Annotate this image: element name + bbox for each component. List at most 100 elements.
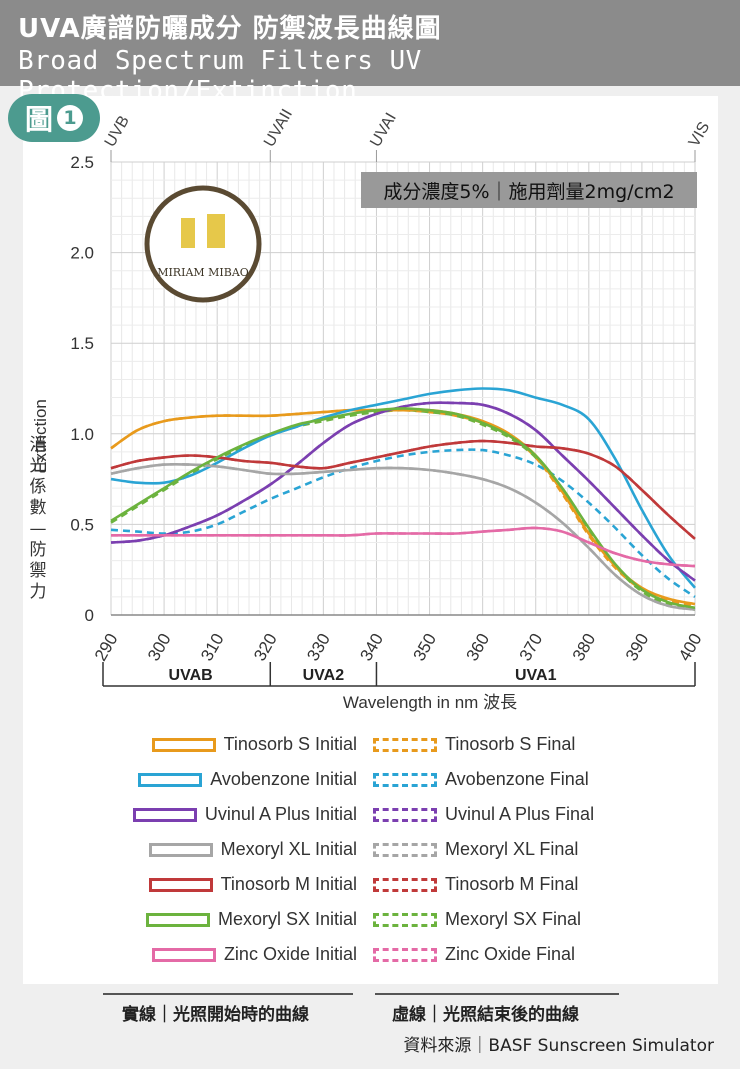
legend-item-initial: Mexoryl XL Initial <box>148 839 357 860</box>
legend-swatch-solid <box>145 912 210 927</box>
legend-item-final: Tinosorb S Final <box>373 734 575 755</box>
legend-label: Mexoryl SX Initial <box>217 909 357 929</box>
legend-label: Tinosorb M Initial <box>220 874 357 894</box>
legend-label: Tinosorb S Final <box>445 734 576 754</box>
series-line-tinosorb-m-initial <box>110 439 696 540</box>
legend-swatch-dashed <box>373 842 437 857</box>
band-label: UVA2 <box>303 667 345 684</box>
y-axis-label-zh-char: 係 <box>30 477 47 497</box>
wavelength-bands: UVAB UVA2 UVA1 <box>102 662 696 687</box>
figure-badge-text: 圖 <box>24 103 53 136</box>
y-tick-label: 1.5 <box>70 334 94 353</box>
legend-swatch-dashed <box>373 947 437 962</box>
legend-swatch-solid <box>148 877 213 892</box>
axis-ticks: 0 0.5 1.0 1.5 2.0 2.5 290 300 310 320 330 340 350 360… <box>70 153 705 664</box>
legend-item-initial: Zinc Oxide Initial <box>151 944 357 965</box>
x-axis-label: Wavelength in nm 波長 <box>343 693 517 712</box>
y-tick-label: 0.5 <box>70 515 94 534</box>
y-tick-label: 2.5 <box>70 153 94 172</box>
concentration-box: 成分濃度5%｜施用劑量2mg/cm2 <box>361 172 697 208</box>
x-tick-label: 360 <box>463 630 494 664</box>
title-chinese: UVA廣譜防曬成分 防禦波長曲線圖 <box>18 14 442 44</box>
header-bar: UVA廣譜防曬成分 防禦波長曲線圖 Broad Spectrum Filters… <box>0 0 740 106</box>
legend-item-initial: Uvinul A Plus Initial <box>132 804 357 825</box>
legend-item-final: Avobenzone Final <box>373 769 589 790</box>
x-tick-label: 380 <box>569 630 600 664</box>
footer-dashed-label: 虛線｜光照結束後的曲線 <box>392 1005 579 1025</box>
top-marker-label: UVAI <box>367 110 400 150</box>
y-tick-label: 0 <box>85 606 94 625</box>
legend-item-final: Tinosorb M Final <box>373 874 578 895</box>
legend-swatch-dashed <box>373 772 437 787</box>
legend-item-final: Zinc Oxide Final <box>373 944 575 965</box>
y-tick-label: 1.0 <box>70 425 94 444</box>
x-tick-label: 290 <box>91 630 122 664</box>
series-line-mexoryl-sx-final <box>110 408 696 611</box>
footer-dashed-rule <box>375 993 619 995</box>
logo-glyph-left <box>181 218 195 248</box>
legend-label: Tinosorb M Final <box>445 874 579 894</box>
y-axis-label-block: Extinction 消光係數—防禦力 <box>30 399 51 602</box>
x-tick-label: 400 <box>675 630 706 664</box>
legend-label: Mexoryl XL Final <box>445 839 579 859</box>
y-axis-label-zh-char: 力 <box>30 582 47 602</box>
y-axis-label-zh-char: 禦 <box>30 561 47 581</box>
legend-label: Avobenzone Final <box>445 769 589 789</box>
legend-label: Zinc Oxide Final <box>445 944 576 964</box>
legend-swatch-solid <box>151 947 216 962</box>
footer-solid-rule <box>103 993 353 995</box>
spectrum-chart: 0 0.5 1.0 1.5 2.0 2.5 290 300 310 320 330 340 350 360… <box>70 106 714 712</box>
top-marker-label: VIS <box>686 119 714 150</box>
y-axis-label-en: Extinction <box>31 399 50 473</box>
legend-item-initial: Tinosorb M Initial <box>148 874 357 895</box>
legend-label: Uvinul A Plus Final <box>445 804 595 824</box>
logo: MIRIAM MIBAO <box>144 185 262 303</box>
legend-label: Tinosorb S Initial <box>223 734 357 754</box>
legend-swatch-solid <box>138 772 203 787</box>
band-label: UVAB <box>169 667 213 684</box>
legend-label: Uvinul A Plus Initial <box>204 804 357 824</box>
y-axis-label-zh-char: 防 <box>30 540 47 560</box>
legend-swatch-dashed <box>373 737 437 752</box>
series-line-uvinul-a-plus-initial <box>110 401 696 582</box>
figure-badge-number: 1 <box>57 105 83 131</box>
x-tick-label: 340 <box>356 630 387 664</box>
series-line-tinosorb-s-initial <box>110 408 696 606</box>
legend-item-final: Uvinul A Plus Final <box>373 804 594 825</box>
legend-label: Mexoryl XL Initial <box>220 839 357 859</box>
legend-swatch-solid <box>132 807 197 822</box>
x-tick-label: 300 <box>144 630 175 664</box>
footer-solid-label: 實線｜光照開始時的曲線 <box>122 1005 309 1025</box>
series-lines <box>110 387 697 611</box>
series-line-tinosorb-s-final <box>110 408 696 608</box>
y-axis-label-zh: 消光係數—防禦力 <box>30 435 47 602</box>
logo-ring <box>144 185 262 303</box>
x-tick-label: 350 <box>409 630 440 664</box>
series-line-avobenzone-final <box>110 448 696 598</box>
y-tick-label: 2.0 <box>70 244 94 263</box>
legend-item-initial: Avobenzone Initial <box>138 769 357 790</box>
band-label: UVA1 <box>515 667 557 684</box>
x-tick-label: 370 <box>516 630 547 664</box>
x-tick-label: 390 <box>622 630 653 664</box>
top-markers: UVB UVAII UVAI VIS <box>102 106 714 162</box>
x-tick-label: 310 <box>197 630 228 664</box>
legend-swatch-dashed <box>373 807 437 822</box>
top-marker-label: UVAII <box>261 106 296 150</box>
series-line-zinc-oxide-initial <box>110 526 696 568</box>
y-axis-label-zh-char: — <box>30 519 47 539</box>
legend-swatch-solid <box>151 737 216 752</box>
legend-label: Zinc Oxide Initial <box>223 944 357 964</box>
x-tick-label: 320 <box>250 630 281 664</box>
legend-swatch-solid <box>148 842 213 857</box>
top-marker-label: UVB <box>102 113 133 150</box>
legend-item-final: Mexoryl SX Final <box>373 909 581 930</box>
x-tick-label: 330 <box>303 630 334 664</box>
y-axis-label-zh-char: 光 <box>30 456 47 476</box>
legend-swatch-dashed <box>373 877 437 892</box>
logo-text: MIRIAM MIBAO <box>157 266 249 279</box>
legend-swatch-dashed <box>373 912 437 927</box>
y-axis-label-zh-char: 數 <box>30 498 47 518</box>
source-note: 資料來源｜BASF Sunscreen Simulator <box>403 1036 714 1056</box>
legend-item-initial: Tinosorb S Initial <box>151 734 357 755</box>
